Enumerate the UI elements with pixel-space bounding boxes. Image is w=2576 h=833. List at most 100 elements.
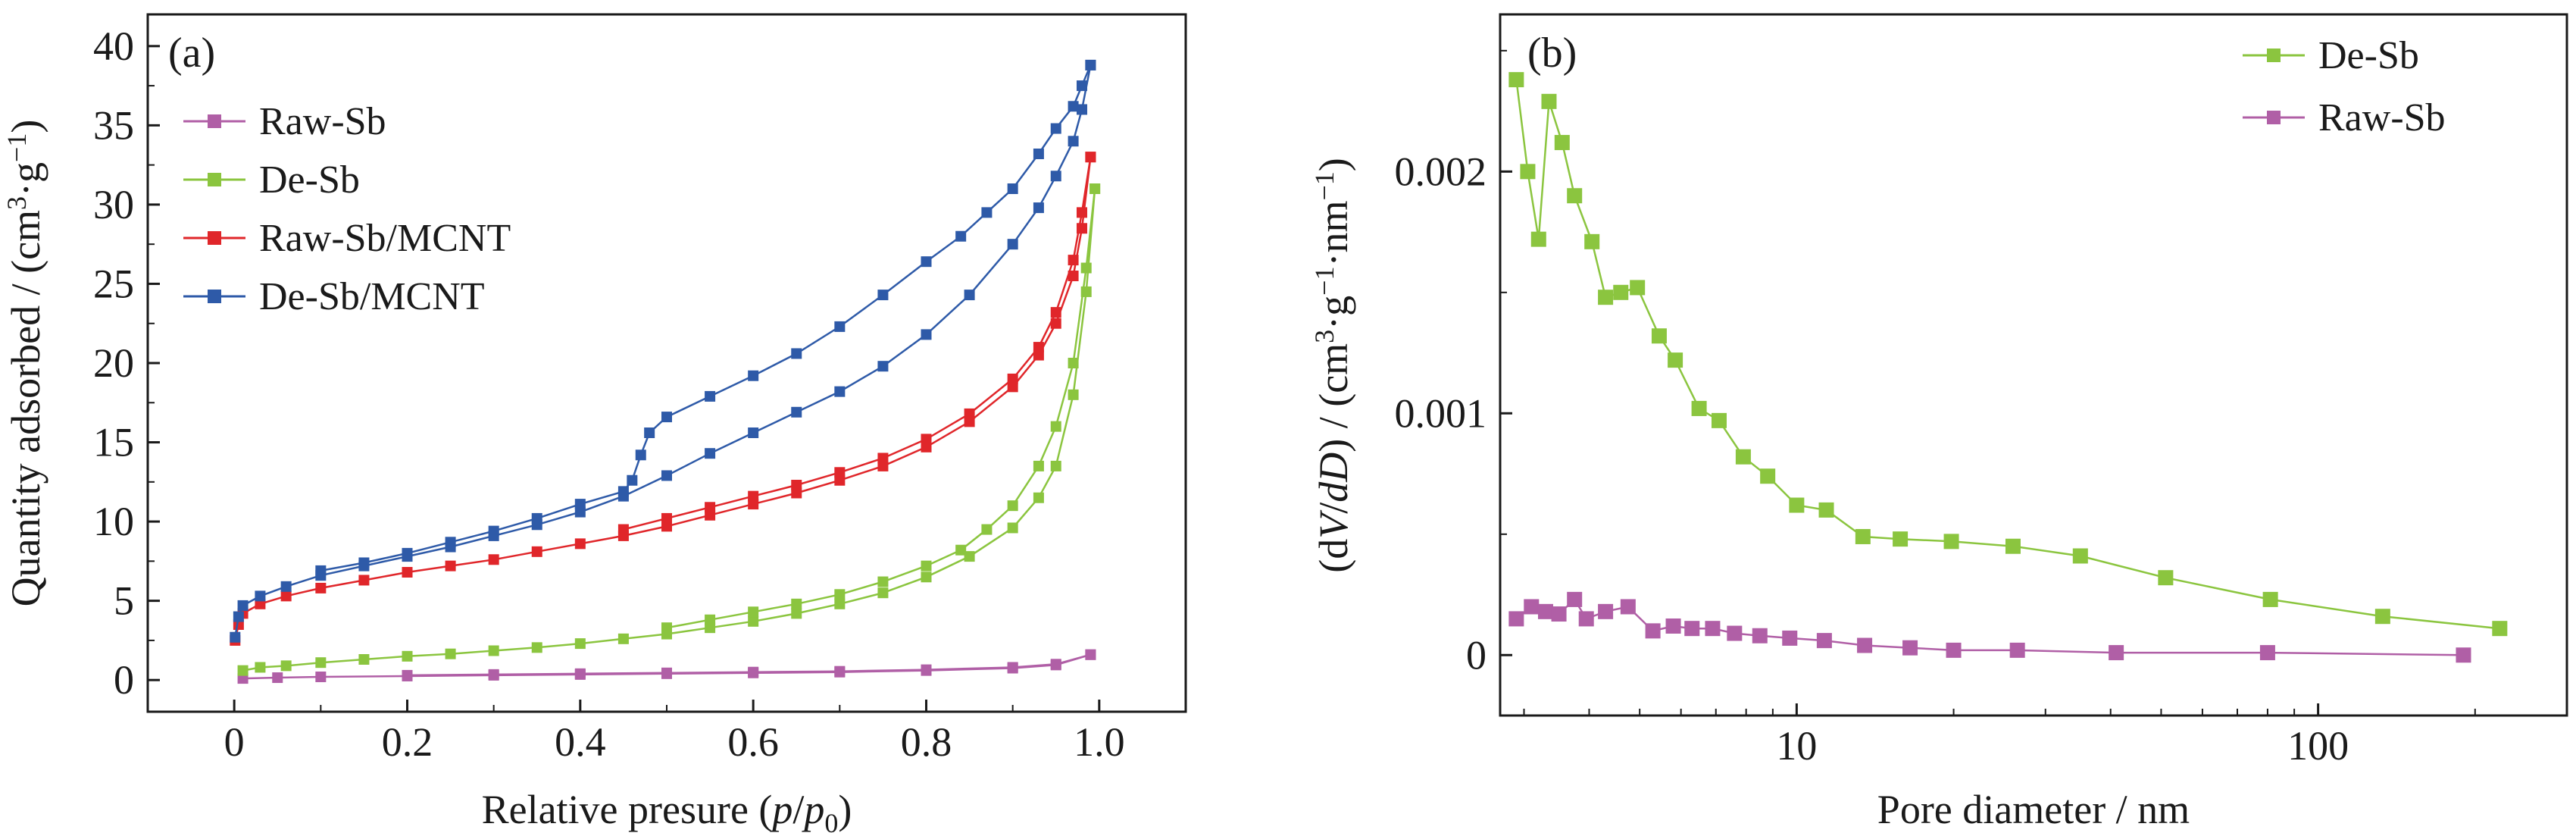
panel-b-legend: De-Sb Raw-Sb [2243, 34, 2446, 139]
de-sb-adsorption-point [964, 551, 975, 562]
de-sb-adsorption-point [531, 642, 542, 653]
de-sb-mcnt-desorption-point [955, 230, 967, 242]
de-sb-adsorption-point [358, 654, 370, 665]
x-tick-label: 0.4 [555, 719, 606, 765]
de-sb-adsorption-point [1033, 492, 1044, 503]
de-sb-mcnt-adsorption-point [705, 448, 716, 459]
de-sb-desorption-point [748, 606, 759, 618]
raw-sb-points-point [2456, 647, 2471, 663]
de-sb-mcnt-adsorption-point [237, 600, 249, 611]
raw-sb-mcnt-desorption-point [1050, 307, 1061, 318]
de-sb-desorption-point [877, 576, 889, 587]
de-sb-points-point [1520, 164, 1536, 180]
de-sb-adsorption-point [280, 660, 292, 672]
raw-sb-mcnt-adsorption-point [358, 575, 370, 586]
series-raw-sb [1508, 591, 2471, 663]
raw-sb-mcnt-desorption-point [1007, 373, 1018, 384]
de-sb-points-point [2158, 570, 2174, 586]
legend-marker-de-sb-mcnt [208, 290, 221, 303]
raw-sb-mcnt-adsorption-point [574, 538, 586, 550]
raw-sb-desorption-point [834, 665, 846, 677]
panel-a-label: (a) [168, 30, 215, 77]
legend-label-de-sb: De-Sb [259, 158, 360, 202]
raw-sb-points-point [1705, 621, 1721, 637]
panel-a-chart: 0 0.2 0.4 0.6 0.8 1.0 0 5 10 15 20 25 30 35 40 (a) Rel… [2, 13, 1187, 833]
de-sb-adsorption-point [488, 645, 499, 656]
raw-sb-points-point [1578, 611, 1594, 627]
x-tick-label: 100 [2287, 723, 2349, 769]
raw-sb-adsorption-point [272, 672, 283, 684]
de-sb-mcnt-adsorption-point [255, 590, 266, 602]
de-sb-mcnt-adsorption-point [1007, 239, 1018, 250]
de-sb-points-point [1651, 328, 1667, 344]
de-sb-mcnt-desorption-point [1085, 59, 1096, 70]
raw-sb-points-point [1684, 621, 1700, 637]
de-sb-desorption-point [791, 598, 802, 609]
panel-b-plot-frame [1499, 13, 2568, 717]
de-sb-adsorption-point [1007, 522, 1018, 534]
x-tick-label: 0 [224, 719, 245, 765]
de-sb-points-point [1893, 531, 1909, 547]
de-sb-mcnt-adsorption-point [280, 581, 292, 592]
raw-sb-points-point [1782, 630, 1798, 646]
raw-sb-desorption-point [1007, 662, 1018, 673]
de-sb-mcnt-desorption-point [877, 290, 889, 301]
de-sb-points-point [1789, 497, 1805, 513]
de-sb-mcnt-desorption-point [315, 565, 327, 576]
raw-sb-points-point [1551, 606, 1567, 622]
raw-sb-points-point [1727, 625, 1743, 641]
raw-sb-points-point [1902, 640, 1918, 656]
de-sb-mcnt-adsorption-point [1077, 104, 1087, 115]
de-sb-points-point [1735, 449, 1751, 465]
de-sb-mcnt-desorption-point [981, 207, 993, 218]
de-sb-mcnt-desorption-point [445, 537, 456, 548]
de-sb-mcnt-desorption-point [627, 474, 638, 486]
raw-sb-points-point [1665, 618, 1681, 634]
raw-sb-mcnt-adsorption-point [488, 554, 499, 565]
series-raw-sb [237, 649, 1096, 684]
de-sb-mcnt-desorption-point [705, 390, 716, 402]
raw-sb-desorption-point [921, 664, 932, 675]
panel-b-label: (b) [1527, 30, 1577, 77]
de-sb-adsorption-point [877, 587, 889, 599]
de-sb-points-point [1541, 93, 1557, 109]
de-sb-mcnt-desorption-line [320, 64, 1092, 572]
raw-sb-mcnt-desorption-point [1068, 255, 1079, 266]
de-sb-mcnt-desorption-point [531, 512, 542, 524]
raw-sb-mcnt-desorption-point [661, 512, 672, 524]
de-sb-points-point [1584, 233, 1600, 249]
y-tick-label: 25 [93, 261, 134, 306]
raw-sb-mcnt-adsorption-point [531, 546, 542, 557]
y-tick-label: 0 [114, 657, 134, 703]
de-sb-mcnt-adsorption-point [1033, 202, 1044, 214]
de-sb-mcnt-adsorption-point [877, 361, 889, 372]
de-sb-points-point [2005, 538, 2021, 554]
raw-sb-mcnt-desorption-line [623, 157, 1092, 531]
de-sb-mcnt-adsorption-point [964, 290, 975, 301]
panel-a-y-axis-label: Quantity adsorbed / (cm3·g−1) [2, 120, 48, 607]
raw-sb-adsorption-point [315, 672, 327, 682]
de-sb-points-point [1668, 352, 1683, 368]
raw-sb-points-point [1645, 623, 1661, 639]
de-sb-mcnt-desorption-point [791, 348, 802, 359]
de-sb-points-point [1613, 284, 1629, 300]
raw-sb-points-point [1752, 628, 1768, 644]
de-sb-mcnt-desorption-point [1077, 80, 1087, 92]
de-sb-desorption-point [1068, 358, 1079, 368]
raw-sb-mcnt-adsorption-point [402, 567, 413, 578]
de-sb-points-point [1630, 280, 1646, 296]
y-tick-label: 35 [93, 102, 134, 148]
de-sb-mcnt-adsorption-point [233, 611, 244, 622]
de-sb-mcnt-desorption-point [1007, 183, 1018, 194]
de-sb-points-point [1508, 72, 1524, 88]
de-sb-desorption-point [705, 614, 716, 625]
panel-a-legend: Raw-Sb De-Sb Raw-Sb/MCNT De-Sb/MCNT [183, 100, 511, 318]
raw-sb-mcnt-desorption-point [748, 490, 759, 502]
raw-sb-mcnt-desorption-point [1085, 152, 1096, 163]
y-tick-label: 15 [93, 420, 134, 465]
de-sb-mcnt-desorption-point [644, 427, 655, 438]
legend-marker-de-sb [208, 173, 221, 186]
legend-label-de-sb: De-Sb [2318, 34, 2419, 77]
de-sb-mcnt-desorption-point [1033, 149, 1044, 159]
